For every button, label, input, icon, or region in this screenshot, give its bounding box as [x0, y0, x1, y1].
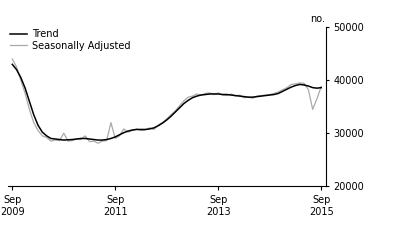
Trend: [169, 115, 173, 118]
Seasonally Adjusted: [79, 138, 83, 141]
Trend: [10, 63, 15, 66]
Trend: [62, 139, 66, 141]
Text: no.: no.: [310, 15, 326, 25]
Line: Seasonally Adjusted: Seasonally Adjusted: [12, 59, 321, 143]
Seasonally Adjusted: [293, 83, 298, 85]
Trend: [272, 93, 276, 96]
Seasonally Adjusted: [10, 58, 15, 60]
Trend: [319, 86, 324, 89]
Trend: [293, 84, 298, 87]
Seasonally Adjusted: [169, 113, 173, 116]
Trend: [117, 133, 122, 136]
Seasonally Adjusted: [96, 142, 100, 145]
Seasonally Adjusted: [319, 85, 324, 88]
Trend: [83, 137, 88, 140]
Legend: Trend, Seasonally Adjusted: Trend, Seasonally Adjusted: [10, 29, 131, 51]
Trend: [280, 90, 285, 93]
Seasonally Adjusted: [272, 92, 276, 95]
Seasonally Adjusted: [117, 134, 122, 137]
Seasonally Adjusted: [280, 88, 285, 91]
Line: Trend: Trend: [12, 64, 321, 140]
